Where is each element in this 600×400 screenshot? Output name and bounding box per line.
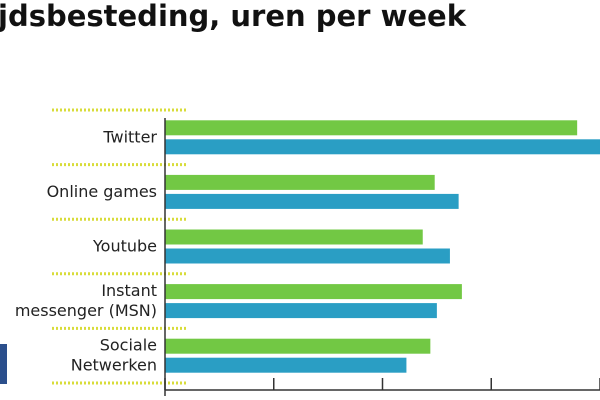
category-line: Online games — [47, 181, 157, 200]
category-label: Instant messenger (MSN) — [15, 281, 157, 320]
bar — [165, 229, 423, 245]
category-line: Youtube — [92, 236, 157, 255]
bar — [165, 357, 407, 373]
category-line: messenger (MSN) — [15, 301, 157, 320]
bar — [165, 174, 435, 190]
bar — [165, 284, 462, 300]
category-label: Sociale Netwerken — [71, 335, 157, 374]
bar — [165, 139, 600, 155]
category-label: Youtube — [92, 236, 157, 255]
category-line: Netwerken — [71, 355, 157, 374]
chart-title: jdsbesteding, uren per week — [0, 0, 467, 33]
bar — [165, 338, 431, 354]
category-label: Online games — [47, 181, 157, 200]
category-label: Twitter — [102, 127, 157, 146]
category-line: Instant — [101, 281, 157, 300]
category-line: Twitter — [102, 127, 157, 146]
bar — [165, 120, 578, 136]
side-decoration — [0, 344, 7, 384]
bar — [165, 193, 459, 209]
bar — [165, 303, 437, 319]
category-line: Sociale — [100, 335, 157, 354]
bar — [165, 248, 450, 264]
